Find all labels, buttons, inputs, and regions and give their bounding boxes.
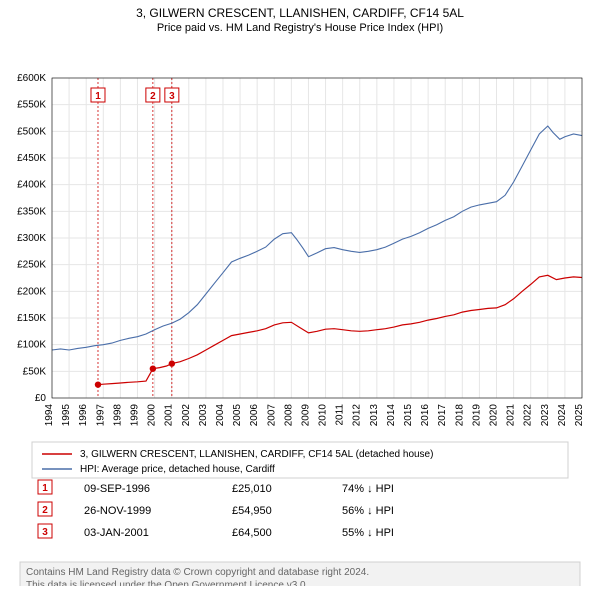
sale-marker-num: 2: [150, 91, 156, 102]
sale-row-pct: 55% ↓ HPI: [342, 527, 394, 539]
xtick-label: 2016: [420, 404, 431, 427]
xtick-label: 2024: [557, 404, 568, 427]
sale-row-price: £25,010: [232, 483, 272, 495]
title-line-2: Price paid vs. HM Land Registry's House …: [0, 20, 600, 34]
ytick-label: £250K: [17, 260, 46, 271]
ytick-label: £150K: [17, 313, 46, 324]
xtick-label: 1998: [112, 404, 123, 427]
sale-row-price: £64,500: [232, 527, 272, 539]
line-chart: 1 2 3 £0 £50K £100K £150K £200K £250K £300K £350K £…: [0, 34, 600, 586]
xtick-label: 2005: [232, 404, 243, 427]
xtick-label: 2021: [506, 404, 517, 427]
legend-label: 3, GILWERN CRESCENT, LLANISHEN, CARDIFF,…: [80, 449, 433, 460]
xtick-label: 2020: [489, 404, 500, 427]
xtick-label: 1995: [61, 404, 72, 427]
ytick-label: £0: [35, 393, 47, 404]
chart-container: 1 2 3 £0 £50K £100K £150K £200K £250K £300K £350K £…: [0, 34, 600, 586]
ytick-label: £400K: [17, 180, 46, 191]
xtick-label: 2014: [386, 404, 397, 427]
xtick-label: 2004: [215, 404, 226, 427]
ytick-label: £500K: [17, 126, 46, 137]
ytick-label: £550K: [17, 100, 46, 111]
xtick-label: 2015: [403, 404, 414, 427]
xtick-label: 2006: [249, 404, 260, 427]
sale-row-date: 03-JAN-2001: [84, 527, 149, 539]
ytick-label: £300K: [17, 233, 46, 244]
xtick-label: 2011: [335, 404, 346, 426]
sale-marker-num: 3: [169, 91, 175, 102]
sale-row-date: 26-NOV-1999: [84, 505, 151, 517]
footer-line-1: Contains HM Land Registry data © Crown c…: [26, 567, 369, 578]
footer-line-2: This data is licensed under the Open Gov…: [26, 580, 308, 586]
xtick-label: 2007: [266, 404, 277, 427]
sale-row-num: 3: [42, 527, 48, 538]
sale-row-pct: 74% ↓ HPI: [342, 483, 394, 495]
xtick-label: 2008: [283, 404, 294, 427]
sale-row-date: 09-SEP-1996: [84, 483, 150, 495]
ytick-label: £350K: [17, 206, 46, 217]
sale-row-num: 2: [42, 505, 48, 516]
ytick-label: £450K: [17, 153, 46, 164]
xtick-label: 1997: [95, 404, 106, 427]
xtick-label: 1999: [129, 404, 140, 427]
legend-label: HPI: Average price, detached house, Card…: [80, 464, 275, 475]
xtick-label: 2023: [540, 404, 551, 427]
xtick-label: 2010: [318, 404, 329, 427]
xtick-label: 2013: [369, 404, 380, 427]
ytick-label: £100K: [17, 340, 46, 351]
xtick-label: 2002: [181, 404, 192, 427]
title-line-1: 3, GILWERN CRESCENT, LLANISHEN, CARDIFF,…: [0, 0, 600, 20]
sale-marker-num: 1: [95, 91, 101, 102]
xtick-label: 2001: [164, 404, 175, 427]
xtick-label: 2018: [454, 404, 465, 427]
sale-row-price: £54,950: [232, 505, 272, 517]
sale-row-num: 1: [42, 483, 48, 494]
xtick-label: 2003: [198, 404, 209, 427]
sale-row-pct: 56% ↓ HPI: [342, 505, 394, 517]
sale-dot: [95, 381, 101, 387]
xtick-label: 2022: [523, 404, 534, 427]
xtick-label: 1994: [44, 404, 55, 427]
xtick-label: 1996: [78, 404, 89, 427]
xtick-label: 2019: [471, 404, 482, 427]
xtick-label: 2009: [300, 404, 311, 427]
xtick-label: 2000: [147, 404, 158, 427]
sale-dot: [169, 360, 175, 366]
xtick-label: 2017: [437, 404, 448, 427]
ytick-label: £50K: [23, 366, 47, 377]
xtick-label: 2025: [574, 404, 585, 427]
xtick-label: 2012: [352, 404, 363, 427]
sale-dot: [150, 365, 156, 371]
ytick-label: £200K: [17, 286, 46, 297]
ytick-label: £600K: [17, 73, 46, 84]
